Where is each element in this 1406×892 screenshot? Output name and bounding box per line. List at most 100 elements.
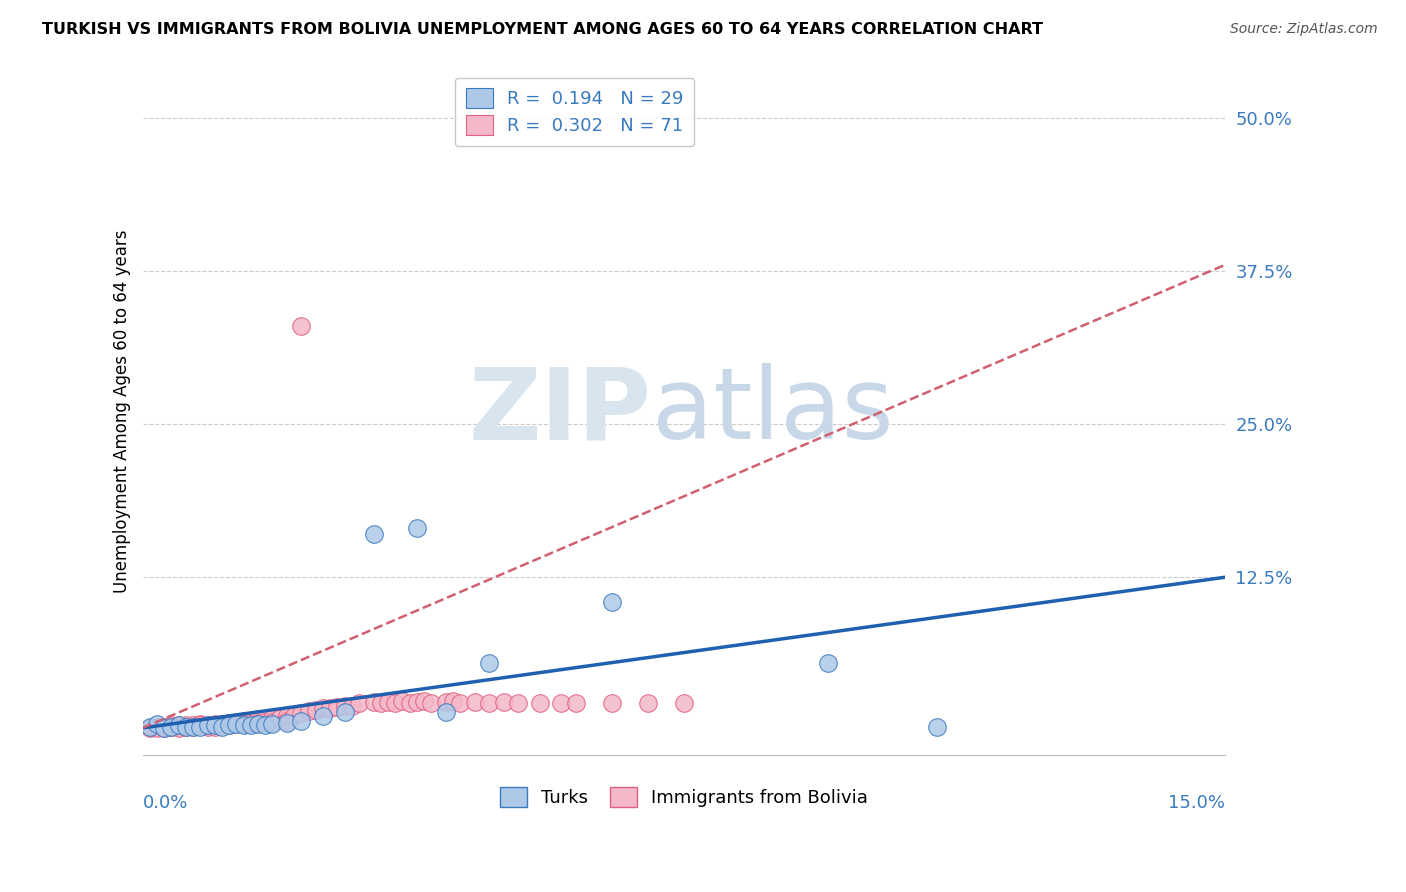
Point <box>225 717 247 731</box>
Point <box>434 705 457 719</box>
Point <box>218 716 240 731</box>
Text: TURKISH VS IMMIGRANTS FROM BOLIVIA UNEMPLOYMENT AMONG AGES 60 TO 64 YEARS CORREL: TURKISH VS IMMIGRANTS FROM BOLIVIA UNEMP… <box>42 22 1043 37</box>
Point <box>262 711 284 725</box>
Point <box>239 716 262 731</box>
Point <box>449 697 471 711</box>
Point <box>232 718 254 732</box>
Point <box>254 712 277 726</box>
Point <box>333 698 356 713</box>
Point <box>478 656 501 670</box>
Point <box>139 721 162 735</box>
Point <box>312 708 335 723</box>
Point <box>370 697 392 711</box>
Legend: Turks, Immigrants from Bolivia: Turks, Immigrants from Bolivia <box>492 780 876 814</box>
Text: atlas: atlas <box>651 363 893 460</box>
Point <box>363 695 385 709</box>
Point <box>384 697 406 711</box>
Y-axis label: Unemployment Among Ages 60 to 64 years: Unemployment Among Ages 60 to 64 years <box>114 230 131 593</box>
Point <box>478 697 501 711</box>
Text: Source: ZipAtlas.com: Source: ZipAtlas.com <box>1230 22 1378 37</box>
Point <box>146 720 169 734</box>
Point <box>254 714 277 729</box>
Point <box>181 720 204 734</box>
Point <box>160 720 183 734</box>
Point <box>188 720 211 734</box>
Point <box>506 697 529 711</box>
Point <box>672 697 695 711</box>
Point <box>283 708 305 723</box>
Point <box>297 704 319 718</box>
Point <box>434 695 457 709</box>
Point <box>239 718 262 732</box>
Point <box>441 694 464 708</box>
Point <box>269 711 291 725</box>
Point <box>276 708 298 723</box>
Point <box>398 697 420 711</box>
Point <box>232 714 254 728</box>
Point <box>160 718 183 732</box>
Point <box>181 720 204 734</box>
Point <box>817 656 839 670</box>
Point <box>204 717 226 731</box>
Point <box>290 706 312 721</box>
Point <box>211 718 233 732</box>
Point <box>247 717 270 731</box>
Point <box>276 714 298 728</box>
Point <box>174 720 197 734</box>
Point <box>167 721 190 735</box>
Point <box>211 717 233 731</box>
Point <box>254 718 277 732</box>
Point <box>333 705 356 719</box>
Point <box>188 718 211 732</box>
Point <box>637 697 659 711</box>
Point <box>492 695 515 709</box>
Point <box>218 718 240 732</box>
Point <box>218 718 240 732</box>
Point <box>347 697 370 711</box>
Point <box>225 717 247 731</box>
Point <box>420 697 443 711</box>
Point <box>464 695 486 709</box>
Point <box>153 720 176 734</box>
Point <box>312 701 335 715</box>
Point <box>925 720 948 734</box>
Point <box>262 714 284 729</box>
Point <box>204 718 226 732</box>
Point <box>564 697 586 711</box>
Point <box>139 720 162 734</box>
Point <box>153 721 176 735</box>
Point <box>529 697 551 711</box>
Point <box>326 700 349 714</box>
Point <box>247 716 270 731</box>
Point <box>262 717 284 731</box>
Point <box>225 714 247 729</box>
Point <box>290 318 312 333</box>
Point <box>413 694 436 708</box>
Point <box>188 717 211 731</box>
Point <box>290 714 312 728</box>
Text: 0.0%: 0.0% <box>142 794 188 812</box>
Point <box>391 694 413 708</box>
Text: 15.0%: 15.0% <box>1168 794 1226 812</box>
Point <box>167 718 190 732</box>
Point <box>204 720 226 734</box>
Point <box>276 716 298 731</box>
Point <box>167 720 190 734</box>
Point <box>363 527 385 541</box>
Point <box>197 718 219 732</box>
Point <box>197 718 219 732</box>
Point <box>600 697 623 711</box>
Point <box>232 717 254 731</box>
Point <box>160 720 183 734</box>
Point <box>247 712 270 726</box>
Point <box>405 695 427 709</box>
Point <box>167 718 190 732</box>
Point <box>197 720 219 734</box>
Point <box>305 702 328 716</box>
Text: ZIP: ZIP <box>468 363 651 460</box>
Point <box>146 717 169 731</box>
Point <box>146 721 169 735</box>
Point <box>600 595 623 609</box>
Point <box>174 720 197 734</box>
Point <box>377 695 399 709</box>
